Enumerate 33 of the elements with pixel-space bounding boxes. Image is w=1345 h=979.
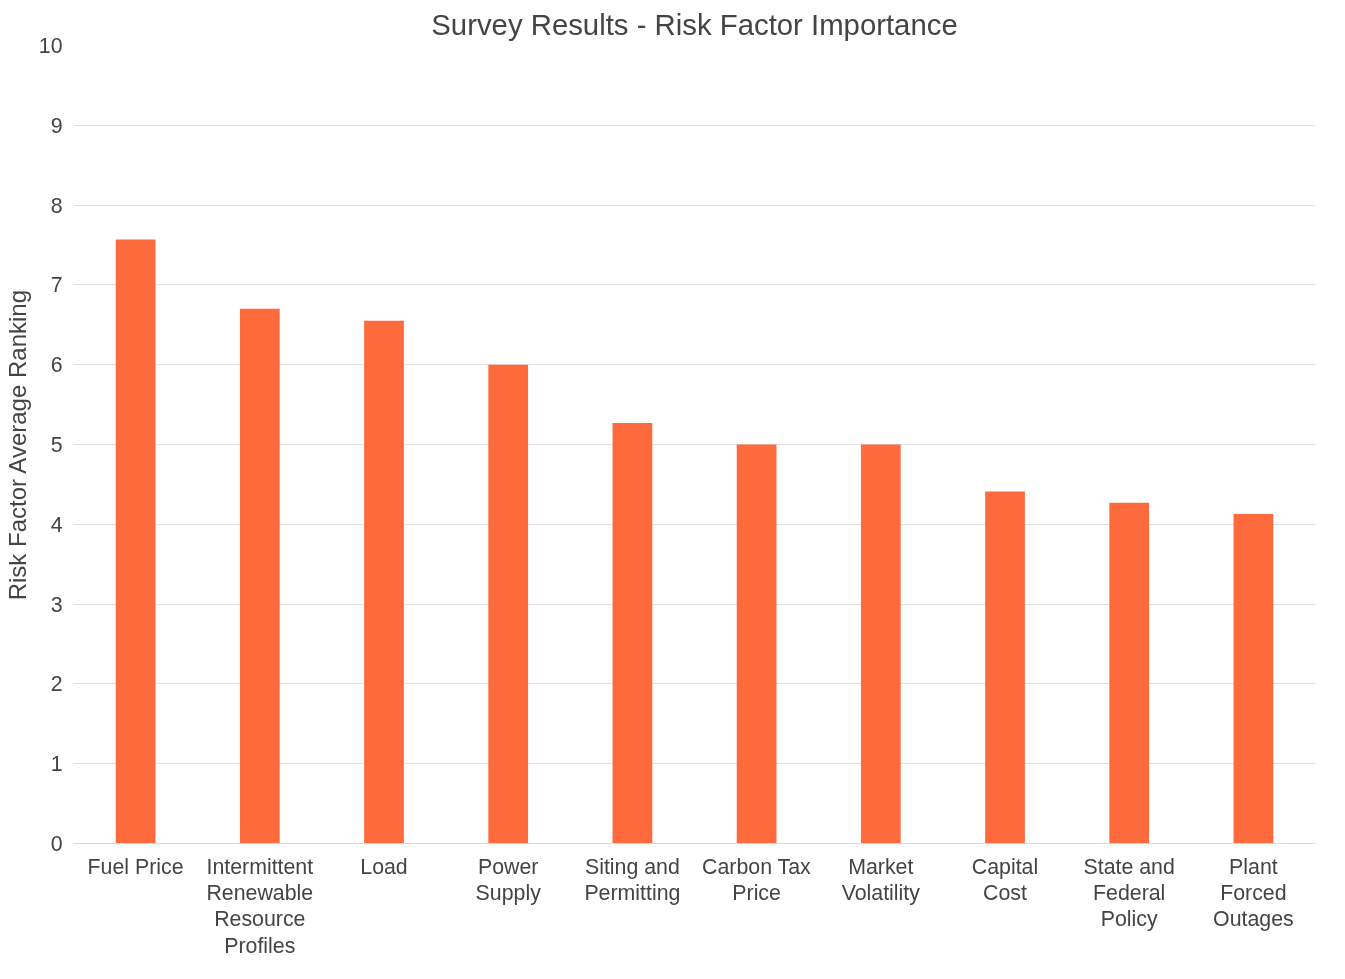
y-tick-label: 8 <box>50 193 63 218</box>
y-tick-label: 3 <box>50 592 63 617</box>
bar <box>488 364 529 844</box>
chart-title: Survey Results - Risk Factor Importance <box>431 7 958 41</box>
bar <box>115 239 156 844</box>
bar <box>612 422 653 844</box>
bar <box>860 444 901 844</box>
x-tick-label: Market Volatility <box>841 854 921 905</box>
y-tick-label: 2 <box>50 672 63 697</box>
y-tick-label: 1 <box>50 752 63 777</box>
bar <box>1109 502 1150 844</box>
y-tick-label: 5 <box>50 433 63 457</box>
x-tick-label: Siting and Permitting <box>584 854 681 905</box>
y-tick-label: 6 <box>50 353 63 378</box>
x-tick-label: Carbon Tax Price <box>702 854 812 905</box>
x-tick-label: Power Supply <box>475 854 542 905</box>
bar <box>364 320 404 844</box>
y-axis-title: Risk Factor Average Ranking <box>3 289 31 601</box>
bar <box>1233 513 1274 844</box>
y-tick-label: 9 <box>50 113 63 138</box>
x-tick-label: Plant Forced Outages <box>1213 854 1294 932</box>
y-tick-label: 4 <box>50 512 63 537</box>
x-tick-label: Intermittent Renewable Resource Profiles <box>206 854 314 958</box>
bar <box>239 308 280 844</box>
x-tick-label: State and Federal Policy <box>1083 854 1175 932</box>
bar <box>985 491 1025 844</box>
x-tick-label: Fuel Price <box>87 854 184 879</box>
y-tick-label: 10 <box>38 34 63 58</box>
x-tick-label: Capital Cost <box>971 854 1039 905</box>
x-tick-label: Load <box>360 854 408 879</box>
y-tick-label: 7 <box>50 273 63 298</box>
y-tick-label: 0 <box>50 832 63 856</box>
bar <box>736 444 777 844</box>
